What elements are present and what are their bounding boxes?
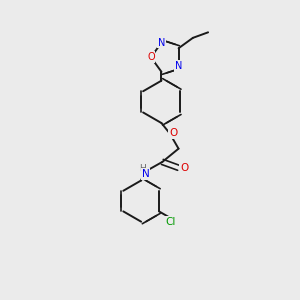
Text: O: O [169,128,177,138]
Text: N: N [158,38,165,48]
Text: H: H [139,164,146,173]
Text: N: N [175,61,182,71]
Text: O: O [147,52,155,62]
Text: Cl: Cl [165,217,176,226]
Text: N: N [142,169,149,179]
Text: O: O [180,164,189,173]
